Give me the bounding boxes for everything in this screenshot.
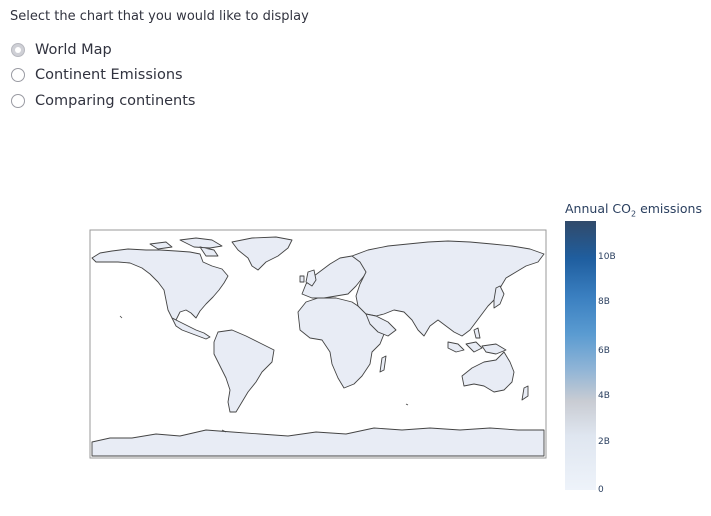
greenland-shape (231, 236, 293, 271)
colorbar-gradient (565, 221, 596, 490)
radio-label-continent-emissions[interactable]: Continent Emissions (35, 67, 183, 84)
radio-option-continent-emissions[interactable]: Continent Emissions (11, 63, 196, 89)
chart-select-prompt: Select the chart that you would like to … (10, 9, 309, 24)
arabian-peninsula-shape (365, 313, 397, 337)
japan-shape (493, 285, 505, 309)
map-land (91, 236, 545, 457)
radio-label-comparing-continents[interactable]: Comparing continents (35, 92, 196, 109)
colorbar-tick-label: 4B (598, 391, 610, 401)
colorbar-tick-label: 8B (598, 297, 610, 307)
colorbar-ticks: 10B 8B 6B 4B 2B 0 (598, 252, 616, 495)
arctic-islands-shape (149, 237, 223, 257)
chart-type-radio-group: World Map Continent Emissions Comparing … (11, 37, 196, 114)
madagascar-shape (379, 355, 387, 373)
colorbar-tick-label: 10B (598, 252, 616, 262)
antarctica-shape (91, 427, 545, 457)
colorbar-title: Annual CO2 emissions (565, 201, 702, 219)
radio-unselected-icon[interactable] (11, 93, 25, 108)
british-isles-shape (299, 269, 317, 287)
south-america-shape (213, 329, 275, 413)
radio-option-world-map[interactable]: World Map (11, 37, 196, 63)
colorbar-tick-label: 2B (598, 437, 610, 447)
africa-shape (297, 297, 385, 389)
radio-unselected-icon[interactable] (11, 68, 25, 83)
colorbar-tick-label: 6B (598, 346, 610, 356)
new-zealand-shape (521, 385, 529, 401)
radio-label-world-map[interactable]: World Map (35, 41, 112, 58)
australia-shape (461, 351, 515, 393)
map-island-marks (119, 315, 409, 433)
southeast-asia-islands-shape (447, 327, 507, 355)
central-america-shape (171, 317, 211, 340)
radio-selected-icon[interactable] (11, 42, 25, 57)
colorbar-tick-label: 0 (598, 485, 604, 495)
radio-option-comparing-continents[interactable]: Comparing continents (11, 88, 196, 114)
north-america-shape (91, 248, 229, 321)
